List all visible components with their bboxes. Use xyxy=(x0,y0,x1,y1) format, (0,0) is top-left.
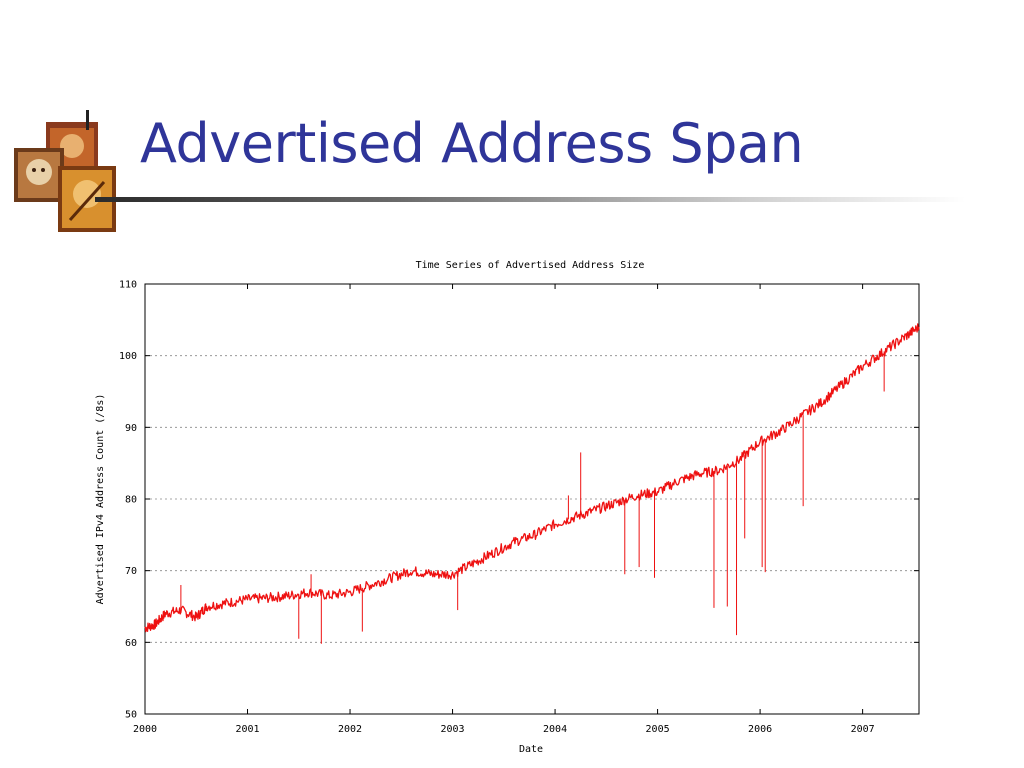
y-tick-label: 90 xyxy=(125,423,137,434)
x-axis-label: Date xyxy=(519,744,543,755)
x-tick-label: 2006 xyxy=(748,724,772,735)
chart-grid xyxy=(145,355,919,643)
y-tick-label: 110 xyxy=(119,280,137,291)
x-tick-label: 2001 xyxy=(235,724,259,735)
x-tick-label: 2000 xyxy=(133,724,157,735)
chart-title: Time Series of Advertised Address Size xyxy=(416,260,645,271)
title-underline xyxy=(95,197,965,202)
x-tick-label: 2003 xyxy=(441,724,465,735)
y-tick-label: 60 xyxy=(125,638,137,649)
y-tick-label: 70 xyxy=(125,566,137,577)
painting-collage-icon xyxy=(14,122,116,232)
x-tick-label: 2007 xyxy=(851,724,875,735)
y-axis-ticks: 50 60 70 80 90 100 110 xyxy=(119,280,919,721)
x-tick-label: 2005 xyxy=(646,724,670,735)
x-axis-ticks: 2000 2001 2002 2003 2004 2005 2006 2007 xyxy=(133,284,875,735)
y-tick-label: 100 xyxy=(119,351,137,362)
address-span-chart: Time Series of Advertised Address Size 2… xyxy=(80,250,940,765)
series-line xyxy=(144,323,920,633)
y-tick-label: 50 xyxy=(125,710,137,721)
slide-title: Advertised Address Span xyxy=(140,112,804,175)
y-tick-label: 80 xyxy=(125,495,137,506)
series-group xyxy=(144,323,920,644)
x-tick-label: 2004 xyxy=(543,724,567,735)
y-axis-label: Advertised IPv4 Address Count (/8s) xyxy=(95,394,106,605)
title-accent-bar xyxy=(86,110,89,130)
x-tick-label: 2002 xyxy=(338,724,362,735)
